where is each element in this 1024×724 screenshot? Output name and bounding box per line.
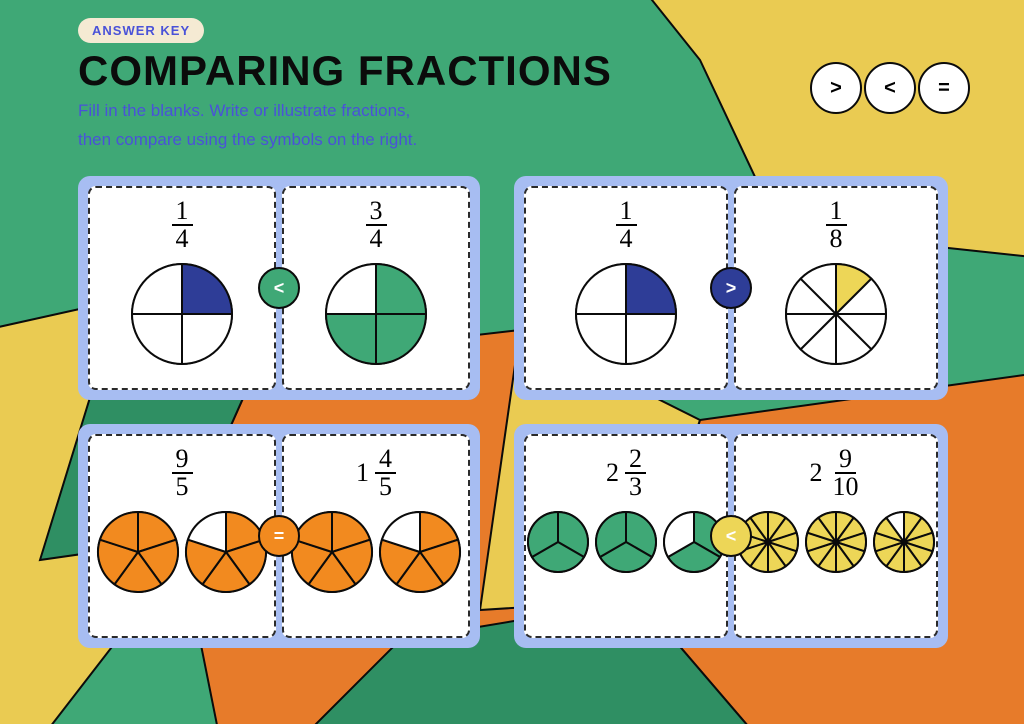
fraction-label: 18: [826, 198, 847, 252]
pie-group: [290, 510, 462, 594]
fraction-label: 2910: [810, 446, 863, 500]
instructions-line-2: then compare using the symbols on the ri…: [78, 128, 612, 153]
greater-than-symbol: >: [810, 62, 862, 114]
fraction-label: 14: [616, 198, 637, 252]
fraction-card-right: 18: [734, 186, 938, 390]
comparison-symbol: <: [258, 267, 300, 309]
fraction-label: 14: [172, 198, 193, 252]
comparison-symbol: <: [710, 515, 752, 557]
problem-2: 14 18 >: [514, 176, 948, 400]
fraction-label: 95: [172, 446, 193, 500]
header: ANSWER KEY COMPARING FRACTIONS Fill in t…: [78, 18, 612, 152]
fraction-label: 223: [606, 446, 646, 500]
fraction-card-right: 34: [282, 186, 470, 390]
fraction-label: 34: [366, 198, 387, 252]
answer-key-badge: ANSWER KEY: [78, 18, 204, 43]
page-title: COMPARING FRACTIONS: [78, 47, 612, 95]
pie-group: [130, 262, 234, 366]
fraction-label: 145: [356, 446, 396, 500]
pie-group: [736, 510, 936, 574]
instructions-line-1: Fill in the blanks. Write or illustrate …: [78, 99, 612, 124]
pie-group: [574, 262, 678, 366]
equals-symbol: =: [918, 62, 970, 114]
pie-group: [526, 510, 726, 574]
problem-4: 223 2910 <: [514, 424, 948, 648]
comparison-symbol: =: [258, 515, 300, 557]
fraction-card-right: 145: [282, 434, 470, 638]
fraction-card-right: 2910: [734, 434, 938, 638]
fraction-card-left: 14: [524, 186, 728, 390]
problem-1: 14 34 <: [78, 176, 480, 400]
fraction-card-left: 14: [88, 186, 276, 390]
fraction-card-left: 223: [524, 434, 728, 638]
fraction-card-left: 95: [88, 434, 276, 638]
pie-group: [324, 262, 428, 366]
problem-grid: 14 34 <14 18 >95 145 = 223 2910 <: [78, 176, 948, 648]
problem-3: 95 145 =: [78, 424, 480, 648]
pie-group: [784, 262, 888, 366]
comparison-symbol: >: [710, 267, 752, 309]
symbol-legend: > < =: [810, 62, 970, 114]
pie-group: [96, 510, 268, 594]
less-than-symbol: <: [864, 62, 916, 114]
